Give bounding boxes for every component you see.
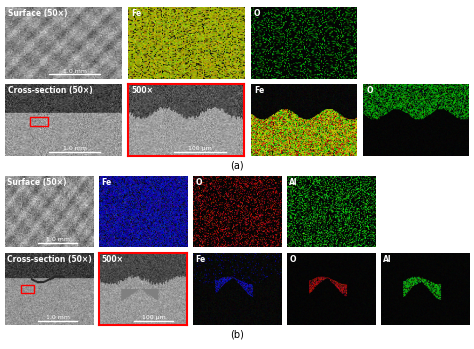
Text: O: O xyxy=(195,178,202,187)
Text: Cross-section (50×): Cross-section (50×) xyxy=(8,255,92,265)
Text: Cross-section (50×): Cross-section (50×) xyxy=(8,87,93,96)
Text: O: O xyxy=(254,9,261,18)
Text: Surface (50×): Surface (50×) xyxy=(8,9,68,18)
Text: Fe: Fe xyxy=(254,87,264,96)
Text: 1.0 mm: 1.0 mm xyxy=(63,146,87,151)
Text: Al: Al xyxy=(289,178,298,187)
Text: 1.0 mm: 1.0 mm xyxy=(63,69,87,74)
Text: 1.0 mm: 1.0 mm xyxy=(46,315,70,320)
Text: (a): (a) xyxy=(230,161,244,171)
Text: (b): (b) xyxy=(230,330,244,340)
Text: Fe: Fe xyxy=(131,9,142,18)
Text: 500×: 500× xyxy=(131,87,153,96)
Text: Fe: Fe xyxy=(195,255,206,265)
Text: Fe: Fe xyxy=(101,178,111,187)
Text: 500×: 500× xyxy=(101,255,123,265)
Text: 1.0 mm: 1.0 mm xyxy=(46,237,70,243)
Text: Surface (50×): Surface (50×) xyxy=(8,178,67,187)
Text: 100 μm: 100 μm xyxy=(188,146,212,151)
Text: Al: Al xyxy=(383,255,392,265)
Text: O: O xyxy=(366,87,373,96)
Text: O: O xyxy=(289,255,296,265)
Text: 100 μm: 100 μm xyxy=(142,315,165,320)
